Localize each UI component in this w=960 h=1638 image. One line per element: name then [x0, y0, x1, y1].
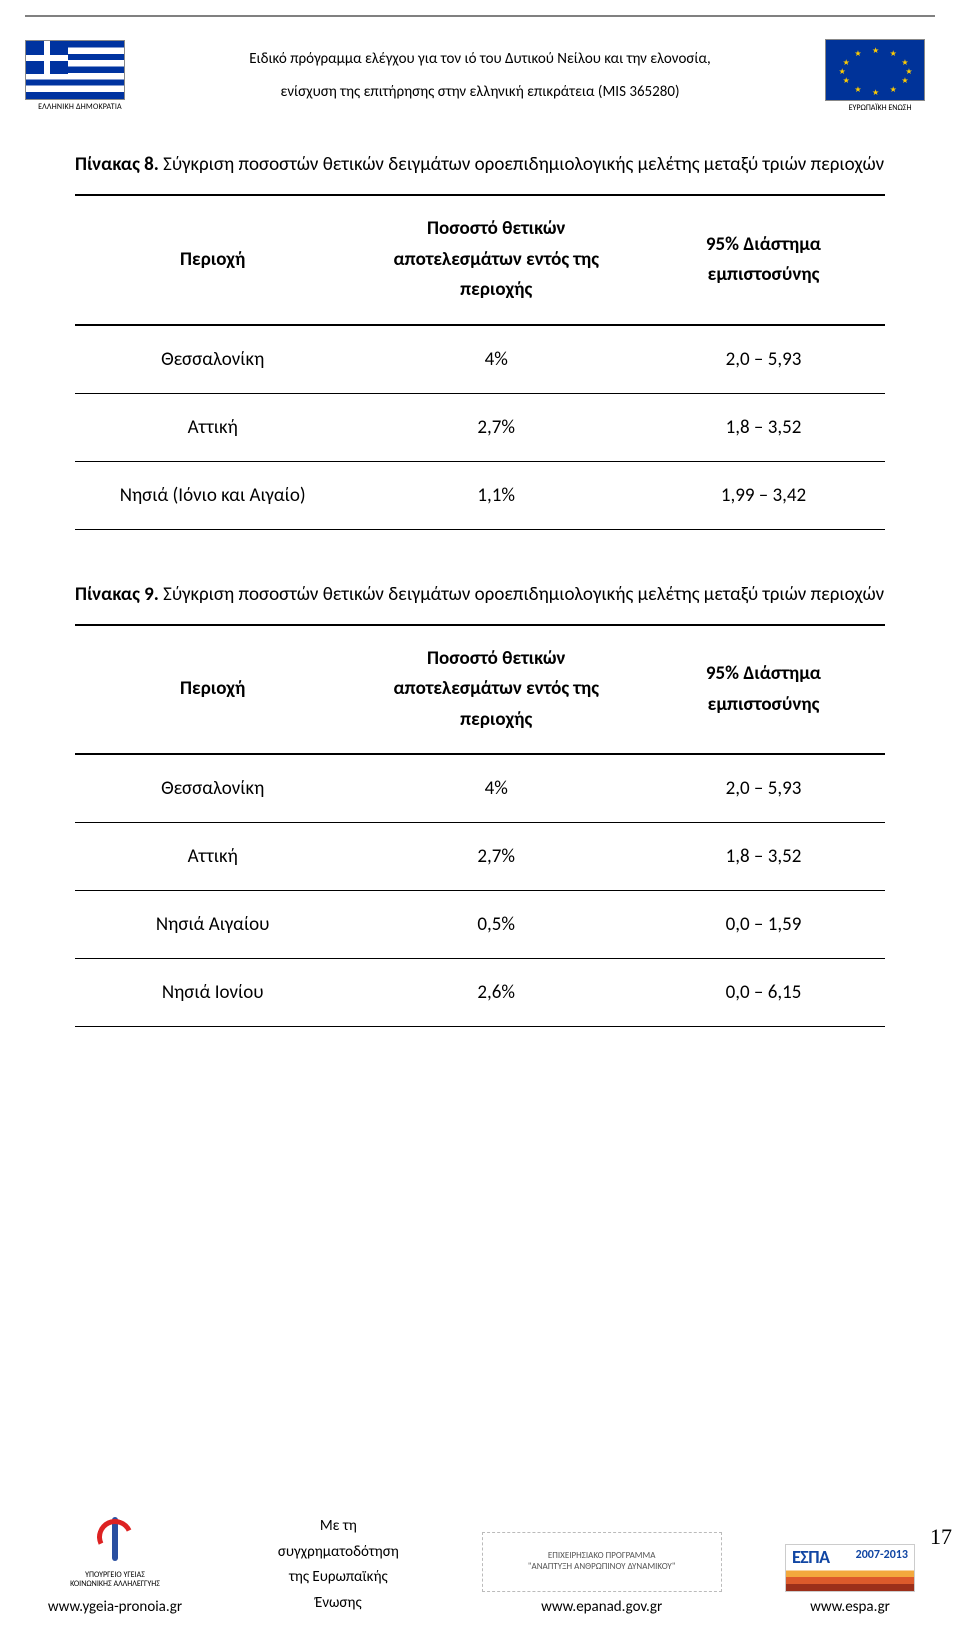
table8-header-row: Περιοχή Ποσοστό θετικών αποτελεσμάτων εν… — [75, 195, 885, 324]
table9-head-pct: Ποσοστό θετικών αποτελεσμάτων εντός της … — [350, 625, 642, 754]
espa-logo-text: ΕΣΠΑ — [792, 1546, 830, 1568]
table-row: Θεσσαλονίκη 4% 2,0 – 5,93 — [75, 754, 885, 823]
epanad-logo-icon: ΕΠΙΧΕΙΡΗΣΙΑΚΟ ΠΡΟΓΡΑΜΜΑ "ΑΝΑΠΤΥΞΗ ΑΝΘΡΩΠ… — [482, 1532, 722, 1592]
ministry-name-2: ΚΟΙΝΩΝΙΚΗΣ ΑΛΛΗΛΕΓΓΥΗΣ — [25, 1580, 205, 1590]
table8-head-region: Περιοχή — [75, 195, 350, 324]
footer-espa: ΕΣΠΑ 2007-2013 www.espa.gr — [765, 1544, 935, 1616]
table-row: Νησιά (Ιόνιο και Αιγαίο) 1,1% 1,99 – 3,4… — [75, 461, 885, 529]
content-area: Πίνακας 8. Σύγκριση ποσοστών θετικών δει… — [75, 150, 885, 1027]
espa-logo-year: 2007-2013 — [856, 1548, 908, 1562]
header-line-2: ενίσχυση της επιτήρησης στην ελληνική επ… — [145, 76, 815, 109]
table9-caption-text: Σύγκριση ποσοστών θετικών δειγμάτων οροε… — [159, 583, 884, 606]
table8-caption-label: Πίνακας 8. — [75, 153, 159, 176]
ygeia-url: www.ygeia-pronoia.gr — [25, 1598, 205, 1616]
epanad-url: www.epanad.gov.gr — [472, 1598, 732, 1616]
espa-logo-icon: ΕΣΠΑ 2007-2013 — [785, 1544, 915, 1592]
footer-cofinance: Με τη συγχρηματοδότηση της Ευρωπαϊκής Έν… — [238, 1514, 438, 1616]
cell-ci: 0,0 – 1,59 — [642, 891, 885, 959]
page-header: ΕΛΛΗΝΙΚΗ ΔΗΜΟΚΡΑΤΙΑ Ειδικό πρόγραμμα ελέ… — [25, 28, 935, 123]
greek-flag-caption: ΕΛΛΗΝΙΚΗ ΔΗΜΟΚΡΑΤΙΑ — [25, 102, 135, 112]
espa-url: www.espa.gr — [765, 1598, 935, 1616]
cell-ci: 1,99 – 3,42 — [642, 461, 885, 529]
cell-region: Θεσσαλονίκη — [75, 754, 350, 823]
footer-ministry: ΥΠΟΥΡΓΕΙΟ ΥΓΕΙΑΣ ΚΟΙΝΩΝΙΚΗΣ ΑΛΛΗΛΕΓΓΥΗΣ … — [25, 1511, 205, 1616]
table-row: Θεσσαλονίκη 4% 2,0 – 5,93 — [75, 325, 885, 394]
cell-pct: 2,6% — [350, 959, 642, 1027]
cell-ci: 2,0 – 5,93 — [642, 754, 885, 823]
top-rule — [25, 15, 935, 17]
table9-head-ci: 95% Διάστημα εμπιστοσύνης — [642, 625, 885, 754]
eu-flag-caption: ΕΥΡΩΠΑΪΚΗ ΕΝΩΣΗ — [825, 103, 935, 113]
table-row: Νησιά Ιονίου 2,6% 0,0 – 6,15 — [75, 959, 885, 1027]
header-line-1: Ειδικό πρόγραμμα ελέγχου για τον ιό του … — [145, 43, 815, 76]
eu-flag-icon: ★ ★ ★ ★ ★ ★ ★ ★ ★ ★ ★ ★ — [825, 39, 925, 101]
ministry-logo-icon — [85, 1511, 145, 1569]
table9: Περιοχή Ποσοστό θετικών αποτελεσμάτων εν… — [75, 624, 885, 1027]
table-row: Αττική 2,7% 1,8 – 3,52 — [75, 393, 885, 461]
table9-caption: Πίνακας 9. Σύγκριση ποσοστών θετικών δει… — [75, 580, 885, 610]
footer-epanad: ΕΠΙΧΕΙΡΗΣΙΑΚΟ ΠΡΟΓΡΑΜΜΑ "ΑΝΑΠΤΥΞΗ ΑΝΘΡΩΠ… — [472, 1532, 732, 1616]
eu-flag-block: ★ ★ ★ ★ ★ ★ ★ ★ ★ ★ ★ ★ ΕΥΡΩΠΑΪΚΗ ΕΝΩΣΗ — [825, 39, 935, 113]
table9-caption-label: Πίνακας 9. — [75, 583, 159, 606]
cell-region: Νησιά Ιονίου — [75, 959, 350, 1027]
cell-ci: 1,8 – 3,52 — [642, 393, 885, 461]
cell-pct: 0,5% — [350, 891, 642, 959]
cell-region: Αττική — [75, 823, 350, 891]
greek-flag-block: ΕΛΛΗΝΙΚΗ ΔΗΜΟΚΡΑΤΙΑ — [25, 40, 135, 112]
table8-caption: Πίνακας 8. Σύγκριση ποσοστών θετικών δει… — [75, 150, 885, 180]
cell-ci: 2,0 – 5,93 — [642, 325, 885, 394]
table8-caption-text: Σύγκριση ποσοστών θετικών δειγμάτων οροε… — [159, 153, 884, 176]
table-row: Νησιά Αιγαίου 0,5% 0,0 – 1,59 — [75, 891, 885, 959]
table8: Περιοχή Ποσοστό θετικών αποτελεσμάτων εν… — [75, 194, 885, 529]
header-title: Ειδικό πρόγραμμα ελέγχου για τον ιό του … — [135, 43, 825, 109]
cell-pct: 2,7% — [350, 393, 642, 461]
table9-header-row: Περιοχή Ποσοστό θετικών αποτελεσμάτων εν… — [75, 625, 885, 754]
cell-pct: 4% — [350, 325, 642, 394]
table9-head-region: Περιοχή — [75, 625, 350, 754]
cell-pct: 1,1% — [350, 461, 642, 529]
table8-head-pct: Ποσοστό θετικών αποτελεσμάτων εντός της … — [350, 195, 642, 324]
greek-flag-icon — [25, 40, 125, 100]
cell-pct: 2,7% — [350, 823, 642, 891]
cell-region: Νησιά Αιγαίου — [75, 891, 350, 959]
cell-ci: 1,8 – 3,52 — [642, 823, 885, 891]
cell-pct: 4% — [350, 754, 642, 823]
cell-region: Θεσσαλονίκη — [75, 325, 350, 394]
page-footer: ΥΠΟΥΡΓΕΙΟ ΥΓΕΙΑΣ ΚΟΙΝΩΝΙΚΗΣ ΑΛΛΗΛΕΓΓΥΗΣ … — [25, 1511, 935, 1616]
cell-region: Νησιά (Ιόνιο και Αιγαίο) — [75, 461, 350, 529]
table8-head-ci: 95% Διάστημα εμπιστοσύνης — [642, 195, 885, 324]
cell-region: Αττική — [75, 393, 350, 461]
table-row: Αττική 2,7% 1,8 – 3,52 — [75, 823, 885, 891]
cell-ci: 0,0 – 6,15 — [642, 959, 885, 1027]
